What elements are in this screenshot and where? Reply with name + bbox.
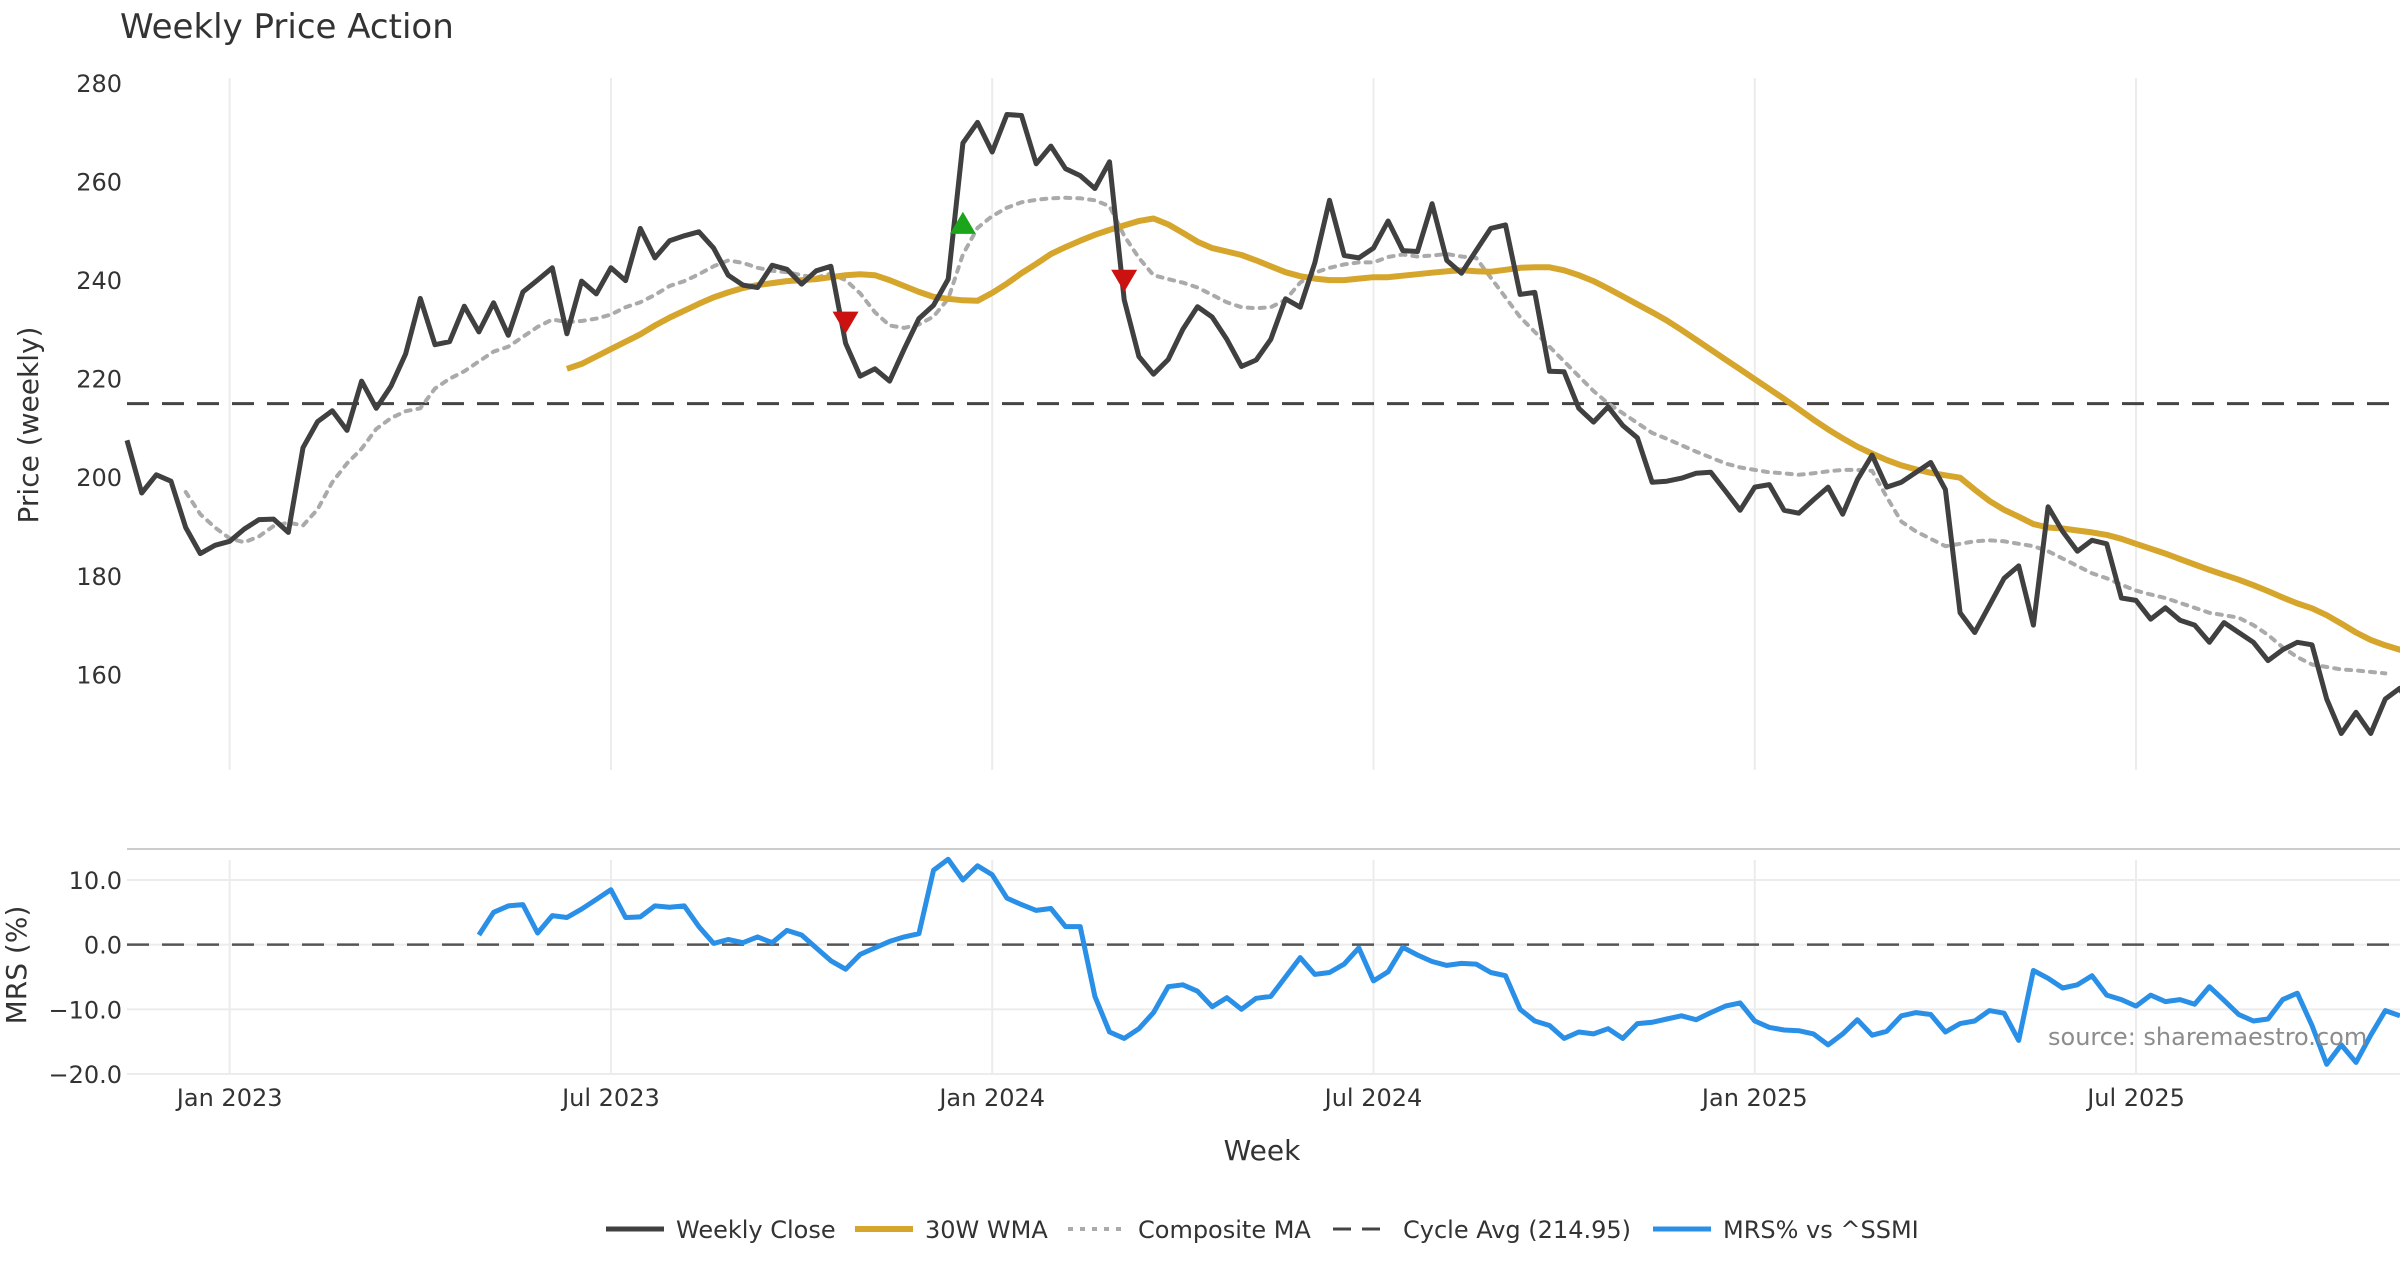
top-gridlines [228,78,2138,770]
top-y-tick-label: 240 [76,267,122,295]
x-tick-label: Jul 2024 [1323,1084,1423,1112]
top-y-tick-label: 260 [76,169,122,197]
top-y-tick-label: 180 [76,563,122,591]
top-y-tick-label: 280 [76,70,122,98]
signal-markers [832,211,1138,334]
x-tick-label: Jan 2024 [937,1084,1045,1112]
wma-30w-series [565,215,2400,653]
legend: Weekly Close 30W WMA Composite MA Cycle Avg… [606,1216,1919,1244]
x-tick-label: Jul 2023 [560,1084,660,1112]
weekly-close-series [124,112,2400,736]
top-y-tick-labels: 160 180 200 220 240 260 280 [76,70,122,689]
top-y-tick-label: 220 [76,366,122,394]
x-tick-labels: Jan 2023 Jul 2023 Jan 2024 Jul 2024 Jan 2025… [175,1084,2185,1112]
sell-signal-marker [832,311,859,334]
buy-signal-marker [949,211,976,234]
y-axis-title-price: Price (weekly) [12,327,45,524]
legend-label: 30W WMA [925,1216,1048,1244]
legend-label: Composite MA [1138,1216,1311,1244]
legend-label: Cycle Avg (214.95) [1403,1216,1631,1244]
bottom-y-tick-label: 10.0 [69,867,122,895]
legend-label: MRS% vs ^SSMI [1723,1216,1919,1244]
y-axis-title-mrs: MRS (%) [0,906,33,1025]
bottom-y-tick-label: −20.0 [48,1061,122,1089]
bottom-y-tick-label: −10.0 [48,996,122,1024]
sell-signal-marker [1111,269,1138,292]
top-y-tick-label: 200 [76,464,122,492]
source-annotation: source: sharemaestro.com [2048,1023,2367,1051]
mrs-series [476,856,2400,1067]
legend-label: Weekly Close [676,1216,836,1244]
top-y-tick-label: 160 [76,661,122,689]
chart-title: Weekly Price Action [120,7,454,47]
bottom-y-tick-labels: −20.0 −10.0 0.0 10.0 [48,867,122,1089]
x-axis-title: Week [1224,1134,1301,1167]
x-tick-label: Jan 2025 [1700,1084,1808,1112]
x-tick-label: Jan 2023 [175,1084,283,1112]
bottom-y-tick-label: 0.0 [84,932,122,960]
x-tick-label: Jul 2025 [2085,1084,2185,1112]
